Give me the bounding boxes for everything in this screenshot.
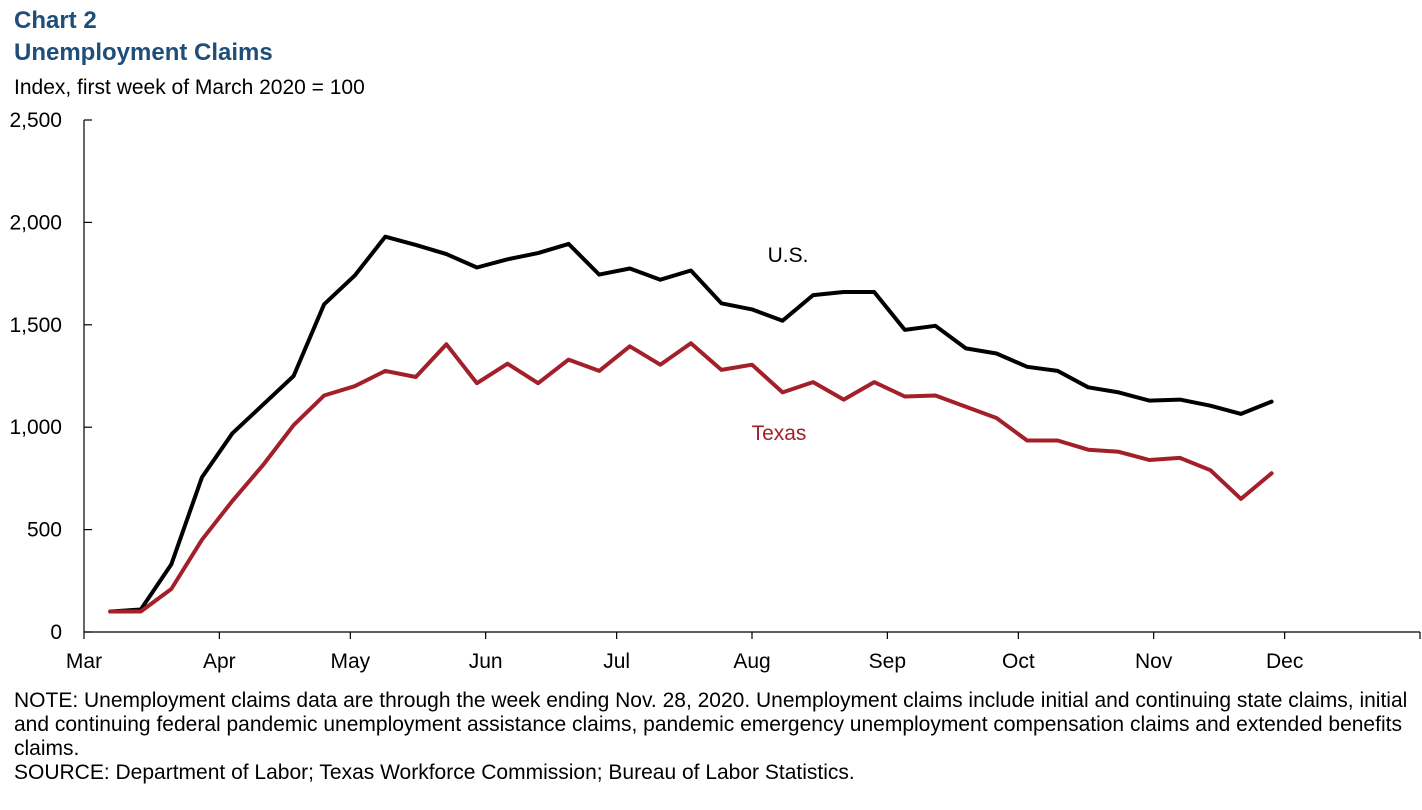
x-tick-label: Nov [1135,650,1173,673]
series-line-u-s [108,234,1274,614]
x-tick-label: Dec [1266,650,1303,673]
x-tick-label: Jun [469,650,503,673]
x-tick-label: Sep [869,650,906,673]
chart-subtitle: Index, first week of March 2020 = 100 [14,76,365,99]
y-tick-label: 500 [27,519,62,542]
unemployment-claims-chart: 0 500 1,000 1,500 2,000 2,500 Mar Apr May Jun Jul A… [9,109,1421,673]
series-label-u-s: U.S. [768,244,809,267]
series-line-texas [108,341,1274,614]
series-label-texas: Texas [752,422,807,445]
source-text: SOURCE: Department of Labor; Texas Workf… [14,761,855,784]
y-tick-label: 1,000 [9,416,62,439]
y-tick-label: 1,500 [9,314,62,337]
x-tick-label: Mar [66,650,102,673]
chart-number: Chart 2 [14,7,97,34]
note-text: NOTE: Unemployment claims data are throu… [14,689,1408,760]
y-tick-label: 2,500 [9,109,62,132]
x-tick-label: Oct [1002,650,1035,673]
footnotes: NOTE: Unemployment claims data are throu… [14,689,1414,785]
x-tick-label: Jul [603,650,630,673]
y-tick-label: 2,000 [9,211,62,234]
x-tick-label: Aug [733,650,770,673]
chart-title: Unemployment Claims [14,39,273,66]
x-tick-label: Apr [203,650,236,673]
y-tick-label: 0 [50,621,62,644]
x-tick-label: May [330,650,370,673]
